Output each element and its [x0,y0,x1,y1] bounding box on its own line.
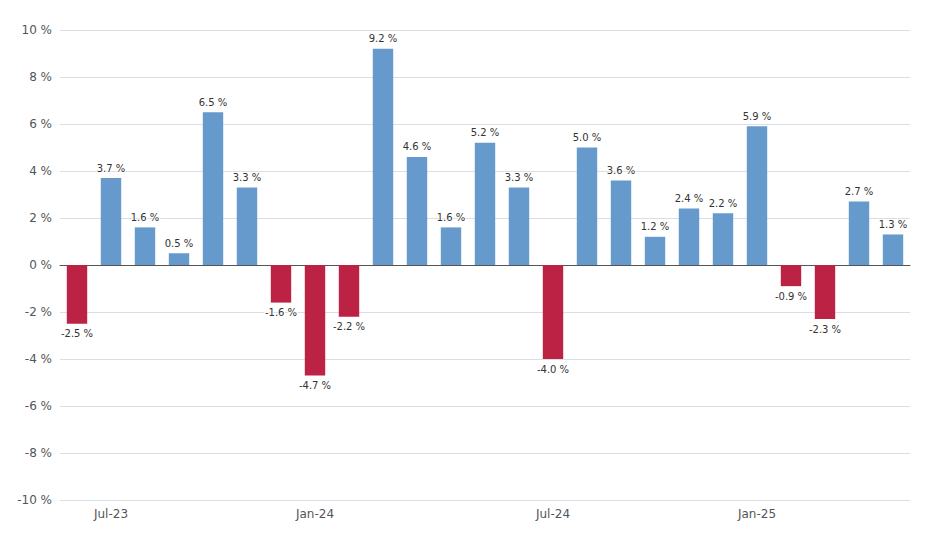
svg-text:1.2 %: 1.2 % [641,221,670,232]
svg-text:-4.7 %: -4.7 % [299,380,331,391]
svg-text:-2.3 %: -2.3 % [809,324,841,335]
svg-text:3.7 %: 3.7 % [97,163,126,174]
svg-text:3.3 %: 3.3 % [505,172,534,183]
svg-text:-2.2 %: -2.2 % [333,321,365,332]
svg-text:2.2 %: 2.2 % [709,198,738,209]
svg-text:Jul-23: Jul-23 [93,507,128,521]
svg-text:Jul-24: Jul-24 [535,507,570,521]
svg-text:6 %: 6 % [29,117,52,131]
svg-text:4.6 %: 4.6 % [403,141,432,152]
svg-text:9.2 %: 9.2 % [369,33,398,44]
svg-text:-10 %: -10 % [17,493,52,507]
svg-text:2.7 %: 2.7 % [845,186,874,197]
svg-text:3.3 %: 3.3 % [233,172,262,183]
svg-text:2 %: 2 % [29,211,52,225]
svg-text:0.5 %: 0.5 % [165,238,194,249]
svg-text:-4 %: -4 % [25,352,52,366]
svg-text:10 %: 10 % [22,23,53,37]
svg-text:5.2 %: 5.2 % [471,127,500,138]
svg-text:-4.0 %: -4.0 % [537,364,569,375]
svg-text:1.3 %: 1.3 % [879,219,908,230]
svg-text:Jan-24: Jan-24 [295,507,334,521]
svg-text:8 %: 8 % [29,70,52,84]
svg-text:Jan-25: Jan-25 [737,507,776,521]
svg-text:2.4 %: 2.4 % [675,193,704,204]
svg-text:4 %: 4 % [29,164,52,178]
svg-text:-6 %: -6 % [25,399,52,413]
svg-text:1.6 %: 1.6 % [437,212,466,223]
svg-text:-2.5 %: -2.5 % [61,328,93,339]
svg-text:0 %: 0 % [29,258,52,272]
svg-text:3.6 %: 3.6 % [607,165,636,176]
svg-text:-2 %: -2 % [25,305,52,319]
svg-text:-0.9 %: -0.9 % [775,291,807,302]
svg-text:6.5 %: 6.5 % [199,97,228,108]
svg-text:1.6 %: 1.6 % [131,212,160,223]
svg-text:-8 %: -8 % [25,446,52,460]
svg-text:5.9 %: 5.9 % [743,111,772,122]
svg-text:-1.6 %: -1.6 % [265,307,297,318]
svg-text:5.0 %: 5.0 % [573,132,602,143]
